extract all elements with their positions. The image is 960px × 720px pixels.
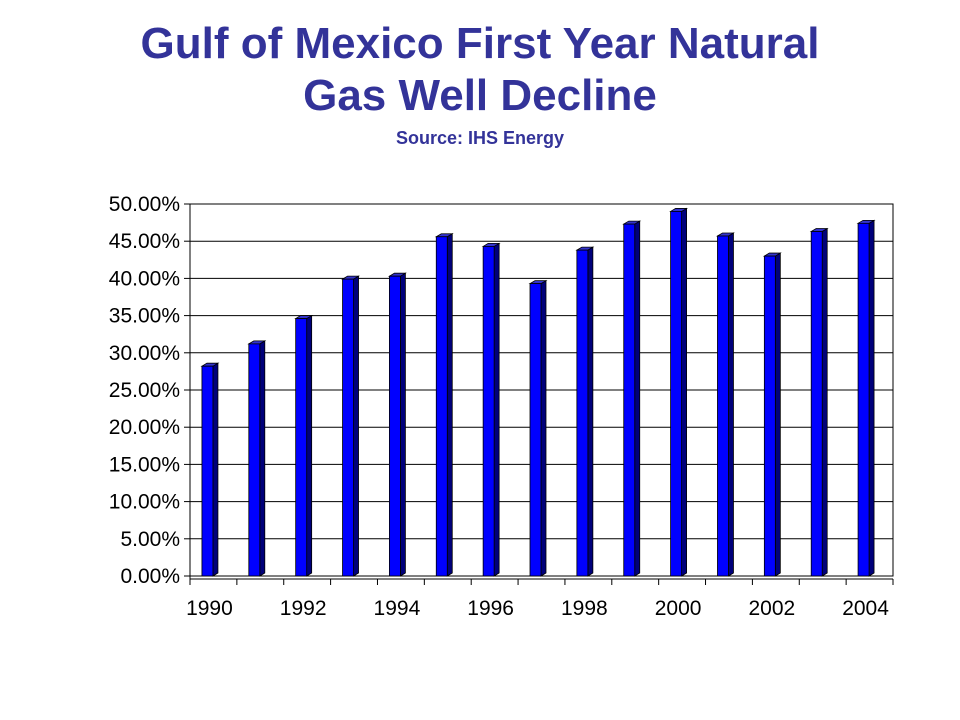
bar-1991 (247, 340, 267, 577)
chart-subtitle: Source: IHS Energy (395, 128, 565, 148)
bar-1993 (341, 275, 360, 577)
bar-1998 (575, 246, 595, 577)
bar-side-1991 (259, 340, 266, 577)
bar-front-1994 (388, 275, 401, 577)
bar-2001 (716, 232, 735, 577)
bar-front-2000 (670, 211, 682, 577)
bar-front-1990 (201, 365, 214, 577)
bar-front-1996 (482, 246, 495, 577)
bar-front-1997 (529, 283, 542, 577)
bar-side-1992 (306, 314, 313, 577)
y-tick-label-3: 15.00% (109, 453, 180, 476)
bar-side-1995 (446, 233, 453, 577)
bar-2000 (669, 207, 689, 577)
bar-1990 (200, 362, 220, 577)
bar-side-1997 (540, 279, 547, 577)
bar-front-1993 (342, 278, 354, 577)
x-tick-label-1994: 1994 (374, 597, 421, 620)
y-tick-label-9: 45.00% (109, 230, 180, 253)
y-tick-label-5: 25.00% (109, 379, 180, 402)
bar-2003 (809, 227, 829, 577)
y-tick-label-0: 0.00% (120, 565, 180, 588)
bar-side-2003 (821, 227, 828, 577)
bar-front-1991 (248, 343, 261, 577)
title-block: Gulf of Mexico First Year Natural Gas We… (0, 18, 960, 149)
y-tick-label-1: 5.00% (120, 528, 180, 551)
x-tick-label-2000: 2000 (655, 597, 702, 620)
x-tick-label-1996: 1996 (467, 597, 514, 620)
bar-side-2002 (774, 252, 781, 577)
bar-front-1999 (623, 223, 636, 577)
bar-1995 (434, 233, 454, 577)
bar-side-1994 (399, 272, 406, 577)
bar-front-2004 (857, 222, 870, 577)
bar-side-1999 (634, 220, 641, 577)
bar-1996 (481, 242, 501, 577)
x-tick-label-1990: 1990 (186, 597, 233, 620)
y-tick-label-6: 30.00% (109, 342, 180, 365)
chart-title-line-1: Gulf of Mexico First Year Natural (140, 19, 820, 68)
x-tick-label-1998: 1998 (561, 597, 608, 620)
bar-1999 (622, 220, 642, 577)
bar-1992 (294, 314, 314, 577)
y-tick-label-7: 35.00% (109, 305, 180, 328)
bar-front-2003 (810, 231, 823, 577)
bar-front-1998 (576, 249, 589, 577)
bar-side-1990 (212, 362, 219, 577)
y-tick-label-8: 40.00% (109, 267, 180, 290)
bar-2004 (856, 219, 876, 577)
y-tick-label-2: 10.00% (109, 491, 180, 514)
bar-front-2002 (763, 255, 776, 577)
bar-side-2000 (681, 207, 687, 577)
bar-side-2004 (868, 219, 875, 577)
bar-side-1993 (353, 275, 359, 577)
bar-side-1998 (587, 246, 594, 577)
bar-1997 (528, 279, 548, 577)
bar-1994 (387, 272, 407, 577)
bar-side-2001 (728, 232, 734, 577)
y-tick-label-4: 20.00% (109, 416, 180, 439)
x-tick-label-2002: 2002 (748, 597, 795, 620)
bar-side-1996 (493, 242, 500, 577)
x-tick-label-1992: 1992 (280, 597, 327, 620)
y-tick-label-10: 50.00% (109, 193, 180, 216)
bar-front-1992 (295, 318, 308, 577)
bar-front-1995 (435, 236, 448, 577)
bar-front-2001 (717, 235, 729, 577)
bar-2002 (762, 252, 782, 577)
x-tick-label-2004: 2004 (842, 597, 889, 620)
chart-title-line-2: Gas Well Decline (303, 71, 657, 120)
